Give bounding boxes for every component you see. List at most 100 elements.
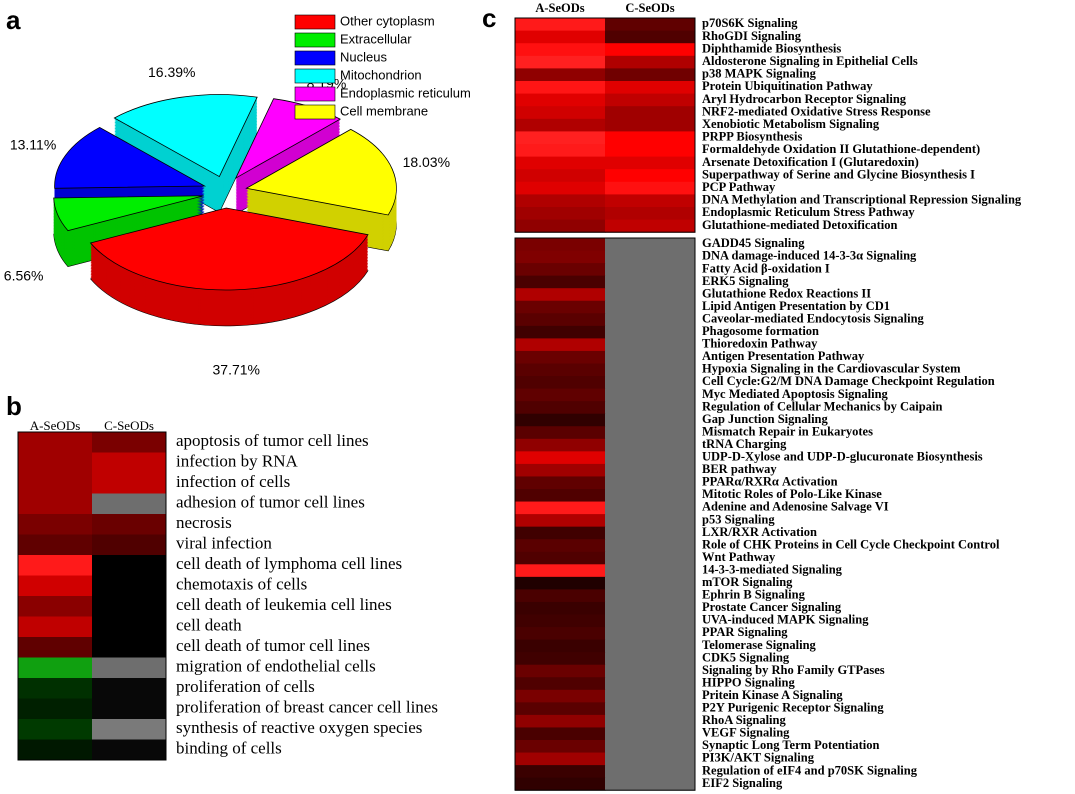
heat-cell: [515, 727, 606, 741]
heat-cell: [515, 451, 606, 465]
heat-cell: [605, 526, 696, 540]
row-label: Hypoxia Signaling in the Cardiovascular …: [702, 362, 961, 376]
row-label: chemotaxis of cells: [176, 575, 307, 594]
heat-cell: [515, 338, 606, 352]
heat-cell: [515, 413, 606, 427]
heat-cell: [515, 564, 606, 578]
heat-cell: [92, 739, 167, 761]
heat-cell: [515, 55, 606, 69]
heat-cell: [515, 576, 606, 590]
heat-cell: [515, 263, 606, 277]
row-label: Prostate Cancer Signaling: [702, 600, 842, 614]
heat-cell: [605, 376, 696, 390]
heat-cell: [605, 263, 696, 277]
row-label: Superpathway of Serine and Glycine Biosy…: [702, 167, 975, 181]
heat-cell: [92, 452, 167, 474]
row-label: Formaldehyde Oxidation II Glutathione-de…: [702, 142, 980, 156]
heat-cell: [605, 689, 696, 703]
row-label: Phagosome formation: [702, 324, 819, 338]
row-label: DNA Methylation and Transcriptional Repr…: [702, 193, 1022, 207]
heat-cell: [605, 489, 696, 503]
row-label: binding of cells: [176, 739, 282, 758]
heat-cell: [515, 627, 606, 641]
row-label: Myc Mediated Apoptosis Signaling: [702, 387, 889, 401]
heat-cell: [18, 616, 93, 638]
heat-cell: [605, 18, 696, 32]
row-label: Lipid Antigen Presentation by CD1: [702, 299, 890, 313]
heat-cell: [515, 501, 606, 515]
value-label: 13.11%: [10, 137, 56, 153]
slice: [113, 94, 258, 178]
row-label: Role of CHK Proteins in Cell Cycle Check…: [702, 537, 1000, 551]
heat-cell: [605, 652, 696, 666]
row-label: adhesion of tumor cell lines: [176, 493, 365, 512]
heat-cell: [605, 350, 696, 364]
panel-label: a: [6, 5, 21, 35]
row-label: ERK5 Signaling: [702, 274, 789, 288]
heat-cell: [18, 719, 93, 740]
column-header: A-SeODs: [535, 1, 584, 15]
heat-cell: [605, 81, 696, 95]
heat-cell: [515, 777, 606, 791]
row-label: Endoplasmic Reticulum Stress Pathway: [702, 205, 915, 219]
heat-cell: [605, 501, 696, 515]
heat-cell: [92, 719, 167, 740]
legend-label: Cell membrane: [340, 103, 428, 118]
heat-cell: [605, 219, 696, 233]
heat-cell: [605, 740, 696, 754]
heat-cell: [515, 740, 606, 754]
row-label: Cell Cycle:G2/M DNA Damage Checkpoint Re…: [702, 374, 995, 388]
panel-label: c: [482, 3, 496, 33]
heat-cell: [605, 144, 696, 158]
heat-cell: [92, 678, 167, 699]
row-label: LXR/RXR Activation: [702, 525, 817, 539]
row-label: cell death: [176, 616, 242, 635]
row-label: Aldosterone Signaling in Epithelial Cell…: [702, 54, 918, 68]
row-label: Mitotic Roles of Polo-Like Kinase: [702, 487, 882, 501]
row-label: Arsenate Detoxification I (Glutaredoxin): [702, 155, 919, 169]
row-label: 14-3-3-mediated Signaling: [702, 562, 843, 576]
heat-cell: [515, 426, 606, 440]
row-label: cell death of tumor cell lines: [176, 636, 370, 655]
legend-label: Nucleus: [340, 49, 387, 64]
row-label: PPARα/RXRα Activation: [702, 475, 838, 489]
heat-cell: [515, 401, 606, 415]
row-label: GADD45 Signaling: [702, 236, 805, 250]
row-label: Ephrin B Signaling: [702, 588, 806, 602]
heat-cell: [515, 300, 606, 314]
heat-cell: [605, 55, 696, 69]
heat-cell: [18, 739, 93, 761]
row-label: necrosis: [176, 513, 232, 532]
heat-cell: [605, 589, 696, 603]
row-label: Fatty Acid β-oxidation I: [702, 261, 830, 275]
heat-cell: [515, 652, 606, 666]
heat-cell: [515, 313, 606, 327]
row-label: p38 MAPK Signaling: [702, 67, 817, 81]
heat-cell: [605, 639, 696, 653]
row-label: Pritein Kinase A Signaling: [702, 688, 843, 702]
row-label: viral infection: [176, 534, 272, 553]
row-label: p70S6K Signaling: [702, 16, 798, 30]
heat-cell: [515, 664, 606, 678]
heat-border: [514, 237, 696, 791]
heat-cell: [515, 714, 606, 728]
heat-cell: [605, 714, 696, 728]
heat-cell: [18, 514, 93, 535]
heat-cell: [92, 514, 167, 535]
slice: [53, 195, 204, 232]
row-label: EIF2 Signaling: [702, 776, 783, 790]
heat-cell: [515, 106, 606, 120]
row-label: UVA-induced MAPK Signaling: [702, 613, 869, 627]
heat-cell: [515, 169, 606, 183]
legend-swatch: [294, 50, 336, 66]
heat-cell: [515, 689, 606, 703]
row-label: apoptosis of tumor cell lines: [176, 431, 369, 450]
row-label: Synaptic Long Term Potentiation: [702, 738, 879, 752]
heat-cell: [605, 250, 696, 264]
heat-cell: [515, 539, 606, 553]
heat-cell: [18, 432, 93, 453]
heat-cell: [605, 627, 696, 641]
row-label: cell death of leukemia cell lines: [176, 595, 392, 614]
row-label: P2Y Purigenic Receptor Signaling: [702, 701, 884, 715]
heat-cell: [515, 68, 606, 82]
